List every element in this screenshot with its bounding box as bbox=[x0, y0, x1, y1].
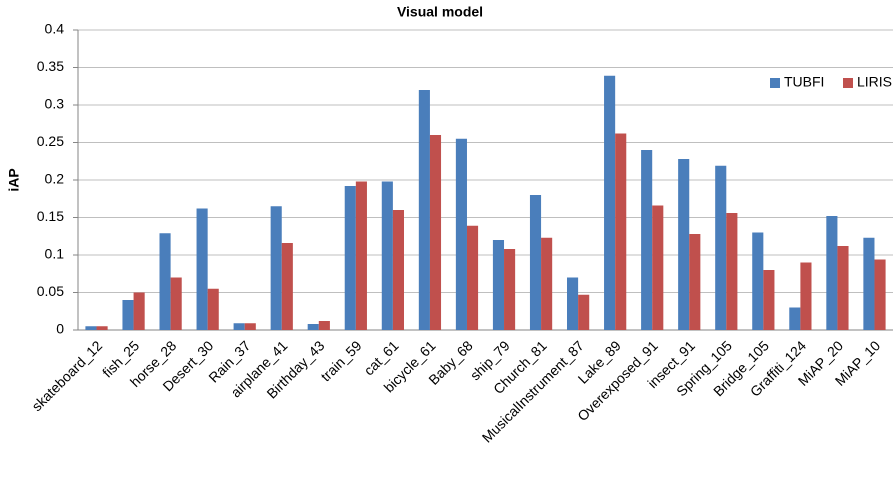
bar bbox=[307, 324, 319, 330]
bar bbox=[541, 237, 553, 330]
y-tick-label: 0.2 bbox=[45, 171, 65, 187]
bar bbox=[281, 243, 293, 330]
bar bbox=[863, 237, 875, 330]
legend-swatch bbox=[770, 78, 780, 88]
bar bbox=[689, 234, 701, 330]
bar bbox=[652, 205, 664, 330]
bar bbox=[355, 181, 367, 330]
bar bbox=[874, 259, 886, 330]
bar bbox=[789, 307, 801, 330]
legend-label: TUBFI bbox=[784, 74, 824, 90]
bar bbox=[615, 133, 627, 330]
bar bbox=[837, 246, 849, 330]
chart-title: Visual model bbox=[397, 4, 483, 20]
bar bbox=[678, 159, 690, 330]
bar bbox=[392, 210, 404, 330]
y-tick-label: 0.15 bbox=[37, 208, 64, 224]
y-tick-label: 0.1 bbox=[45, 246, 65, 262]
bar bbox=[466, 225, 479, 330]
bar bbox=[196, 208, 208, 330]
y-tick-label: 0.35 bbox=[37, 58, 64, 74]
bar bbox=[133, 292, 145, 330]
legend-label: LIRIS bbox=[857, 74, 892, 90]
bar bbox=[344, 186, 356, 330]
y-tick-label: 0.05 bbox=[37, 283, 64, 299]
bar bbox=[318, 321, 330, 330]
y-tick-label: 0.3 bbox=[45, 96, 65, 112]
y-tick-label: 0 bbox=[56, 321, 64, 337]
bar bbox=[159, 233, 171, 330]
bar bbox=[207, 288, 219, 330]
bar bbox=[455, 138, 467, 330]
bar bbox=[641, 150, 653, 330]
bar bbox=[122, 300, 134, 330]
bar bbox=[763, 270, 775, 330]
bar bbox=[270, 206, 282, 330]
bar bbox=[826, 216, 838, 330]
bar bbox=[726, 213, 738, 330]
bar bbox=[85, 326, 97, 330]
bar bbox=[800, 262, 812, 330]
bar bbox=[715, 165, 727, 330]
bar bbox=[418, 90, 430, 330]
bar bbox=[529, 195, 542, 330]
bar bbox=[492, 240, 505, 330]
y-tick-label: 0.4 bbox=[45, 21, 65, 37]
bar bbox=[381, 181, 393, 330]
x-tick-label: skateboard_12 bbox=[28, 337, 105, 414]
bar bbox=[604, 75, 616, 330]
bar bbox=[567, 277, 579, 330]
y-axis-title: iAP bbox=[6, 168, 22, 191]
bar bbox=[429, 135, 442, 330]
bar bbox=[244, 323, 256, 330]
bar bbox=[504, 249, 516, 330]
y-tick-label: 0.25 bbox=[37, 133, 64, 149]
bar bbox=[752, 232, 764, 330]
bar bbox=[96, 326, 108, 330]
bar bbox=[170, 277, 182, 330]
x-tick-label: train_59 bbox=[317, 337, 364, 384]
bar bbox=[578, 294, 590, 330]
legend-swatch bbox=[843, 78, 853, 88]
bar bbox=[233, 323, 245, 330]
